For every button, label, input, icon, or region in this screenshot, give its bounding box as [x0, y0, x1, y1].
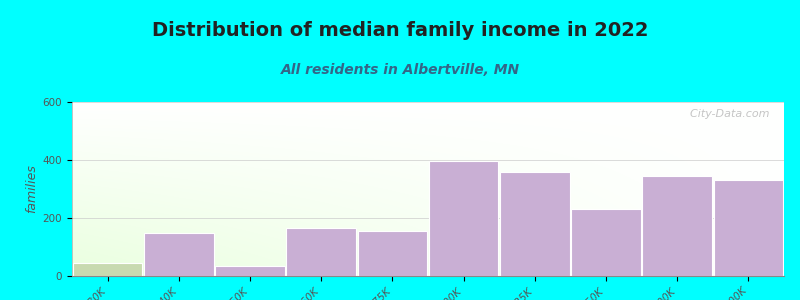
Bar: [642, 176, 712, 276]
Bar: [286, 228, 356, 276]
Bar: [714, 180, 783, 276]
Text: Distribution of median family income in 2022: Distribution of median family income in …: [152, 21, 648, 40]
Bar: [144, 232, 214, 276]
Bar: [429, 161, 498, 276]
Bar: [215, 266, 285, 276]
Bar: [73, 263, 142, 276]
Text: All residents in Albertville, MN: All residents in Albertville, MN: [281, 63, 519, 77]
Bar: [358, 231, 427, 276]
Text: City-Data.com: City-Data.com: [683, 109, 770, 119]
Bar: [500, 172, 570, 276]
Bar: [571, 209, 641, 276]
Y-axis label: families: families: [26, 165, 38, 213]
